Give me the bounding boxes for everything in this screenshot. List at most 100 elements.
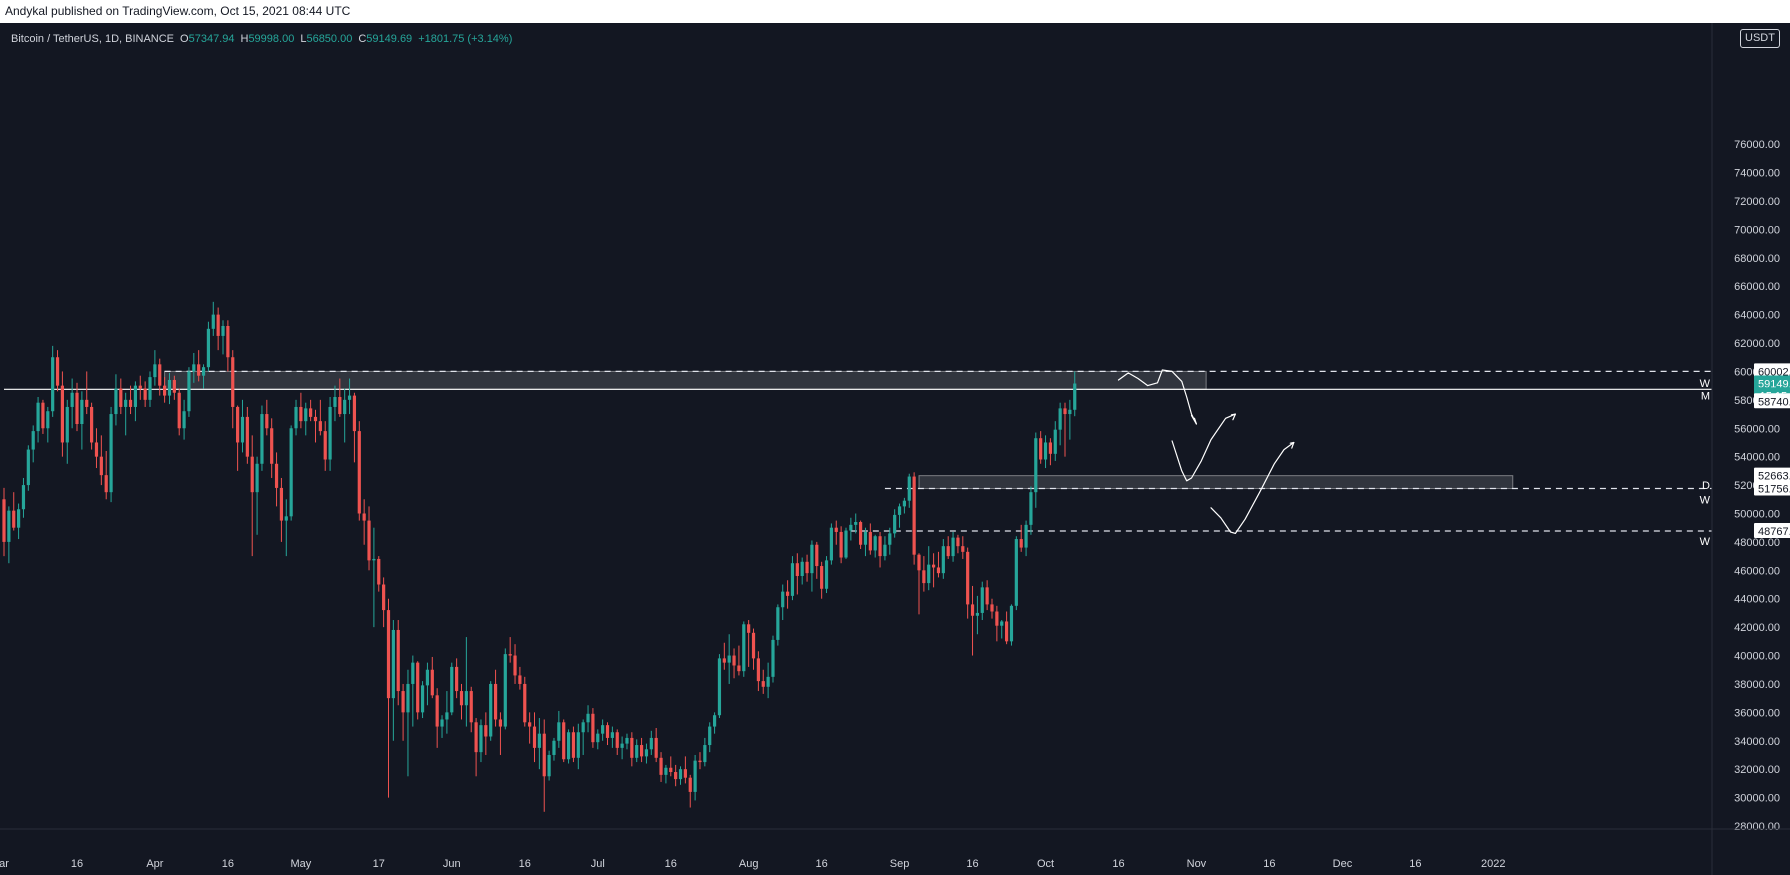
- price-axis[interactable]: 28000.00 30000.00 32000.00 34000.00 36000.00…: [1711, 23, 1780, 875]
- candle-body: [70, 392, 74, 407]
- candle-body: [1048, 442, 1053, 454]
- candle-body: [985, 587, 989, 605]
- candle-body: [790, 563, 795, 596]
- x-tick-label: 16: [966, 858, 978, 870]
- candle-body: [635, 745, 639, 758]
- candle-body: [1063, 408, 1067, 415]
- candle-body: [727, 655, 731, 663]
- levels: [4, 370, 1712, 532]
- candle-body: [231, 357, 235, 407]
- candle-body: [683, 769, 687, 778]
- sketch-stroke-2: [1171, 413, 1237, 482]
- x-tick-label: 17: [373, 858, 385, 870]
- candle-body: [270, 428, 274, 464]
- candle-body: [206, 328, 211, 368]
- candle-body: [829, 527, 833, 561]
- candle-body: [605, 725, 610, 738]
- candle-body: [897, 506, 902, 515]
- candle-body: [386, 610, 391, 699]
- candle-body: [367, 520, 371, 561]
- candle-body: [1019, 539, 1023, 548]
- candle-body: [12, 510, 16, 528]
- candle-body: [1058, 408, 1062, 430]
- candle-body: [85, 399, 89, 407]
- candle-body: [328, 406, 332, 460]
- candle-body: [532, 726, 537, 748]
- sketch-stroke-3: [1230, 413, 1237, 421]
- price-label-box: [1754, 375, 1790, 391]
- candle-body: [65, 406, 69, 443]
- candle-body: [800, 561, 804, 576]
- candle-body: [216, 314, 220, 336]
- candle-body: [362, 513, 366, 521]
- high-value: 59998.00: [248, 33, 295, 45]
- candle-body: [265, 414, 269, 429]
- candle-body: [31, 431, 35, 450]
- candle-body: [922, 570, 926, 584]
- candle-body: [133, 385, 138, 407]
- candle-body: [1073, 383, 1077, 410]
- candle-body: [114, 388, 118, 415]
- candle-body: [430, 669, 434, 696]
- price-labels: 60002.4359149.6915:15:4458740.5552663.90…: [1700, 363, 1790, 548]
- candle-body: [119, 388, 123, 407]
- candle-body: [226, 325, 230, 358]
- price-label: 58740.55: [1758, 396, 1790, 408]
- candle-body: [708, 726, 712, 746]
- high-label: H: [240, 33, 249, 45]
- candle-body: [854, 522, 858, 525]
- candle-body: [571, 732, 576, 758]
- candlestick-chart[interactable]: 28000.00 30000.00 32000.00 34000.00 36000.00…: [0, 23, 1790, 875]
- candle-body: [712, 715, 717, 727]
- candle-body: [1000, 621, 1004, 626]
- time-axis[interactable]: ar 16 Apr 16 May 17 Jun 16 Jul 16 Aug 16 Sep 16 Oct 16 N…: [0, 828, 1790, 870]
- y-tick-label: 42000.00: [1734, 622, 1780, 634]
- candle-body: [503, 654, 507, 727]
- hand-sketch: [1117, 369, 1295, 534]
- candle-body: [917, 554, 921, 571]
- change-value: +1801.75 (+3.14%): [418, 33, 513, 45]
- candle-body: [785, 591, 790, 596]
- y-tick-label: 62000.00: [1734, 338, 1780, 350]
- candle-body: [781, 591, 785, 608]
- candle-body: [586, 713, 590, 723]
- candle-body: [966, 551, 970, 605]
- candle-body: [659, 757, 663, 775]
- level-tag: W: [1700, 494, 1711, 506]
- candle-body: [820, 566, 824, 589]
- candle-body: [304, 408, 308, 422]
- candle-body: [883, 544, 887, 557]
- candle-body: [372, 558, 376, 561]
- currency-button[interactable]: USDT: [1740, 29, 1780, 48]
- candle-body: [182, 411, 186, 429]
- x-tick-label: 16: [71, 858, 83, 870]
- candle-body: [464, 691, 468, 706]
- candle-body: [956, 537, 960, 547]
- candle-body: [566, 732, 571, 760]
- candle-body: [440, 719, 444, 727]
- price-label-box: [1754, 480, 1790, 496]
- candle-body: [858, 522, 863, 545]
- candle-body: [17, 509, 21, 528]
- x-tick-label: Nov: [1187, 858, 1207, 870]
- x-tick-label: 16: [1409, 858, 1421, 870]
- candle-body: [980, 587, 984, 613]
- y-tick-label: 38000.00: [1734, 679, 1780, 691]
- candle-body: [951, 537, 955, 557]
- x-tick-label: 2022: [1481, 858, 1505, 870]
- candle-body: [236, 406, 240, 443]
- candle-body: [771, 639, 775, 677]
- x-tick-label: Apr: [146, 858, 163, 870]
- candle-body: [742, 624, 746, 672]
- candle-body: [717, 658, 722, 716]
- candle-body: [46, 411, 50, 429]
- price-label-box: [1754, 522, 1790, 538]
- candle-body: [143, 388, 147, 400]
- candle-body: [255, 463, 259, 493]
- candle-body: [610, 732, 614, 738]
- candle-body: [703, 745, 707, 763]
- publisher-text: Andykal published on TradingView.com, Oc…: [5, 4, 351, 18]
- y-tick-label: 30000.00: [1734, 793, 1780, 805]
- candle-body: [795, 563, 799, 576]
- candle-body: [177, 392, 181, 429]
